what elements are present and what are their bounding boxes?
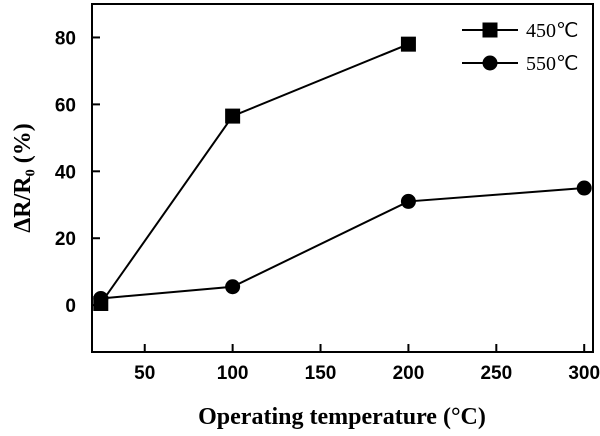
x-tick-label: 300 — [568, 363, 600, 384]
data-point — [225, 108, 241, 124]
x-axis-title: Operating temperature (°C) — [198, 404, 486, 430]
legend-item: 550℃ — [462, 53, 578, 75]
legend: 450℃ 550℃ — [462, 20, 578, 75]
y-tick-label: 0 — [65, 296, 76, 317]
legend-label: 450℃ — [526, 20, 578, 42]
y-tick-label: 60 — [55, 95, 76, 116]
plot-frame — [91, 3, 594, 353]
y-tick-label: 80 — [55, 28, 76, 49]
legend-item: 450℃ — [462, 20, 578, 42]
data-point — [400, 193, 416, 209]
x-tick-label: 250 — [480, 363, 512, 384]
y-tick-label: 20 — [55, 229, 76, 250]
x-tick-label: 150 — [305, 363, 337, 384]
data-point — [93, 290, 109, 306]
x-tick-label: 100 — [217, 363, 249, 384]
series-line — [100, 187, 585, 300]
y-axis-title: ΔR/R₀ (%) — [10, 123, 36, 233]
data-point — [225, 279, 241, 295]
y-tick-label: 40 — [55, 162, 76, 183]
data-point — [400, 36, 416, 52]
ticks-layer: 50 100 150 200 250 300 0 20 40 60 80 — [55, 28, 600, 384]
data-point — [576, 180, 592, 196]
series-layer — [93, 36, 592, 311]
series-line — [99, 43, 409, 305]
legend-marker — [482, 22, 498, 38]
x-tick-label: 50 — [134, 363, 155, 384]
series-1 — [93, 36, 416, 311]
legend-label: 550℃ — [526, 53, 578, 75]
x-tick-label: 200 — [393, 363, 425, 384]
series-2 — [93, 180, 592, 306]
legend-marker — [482, 55, 498, 71]
